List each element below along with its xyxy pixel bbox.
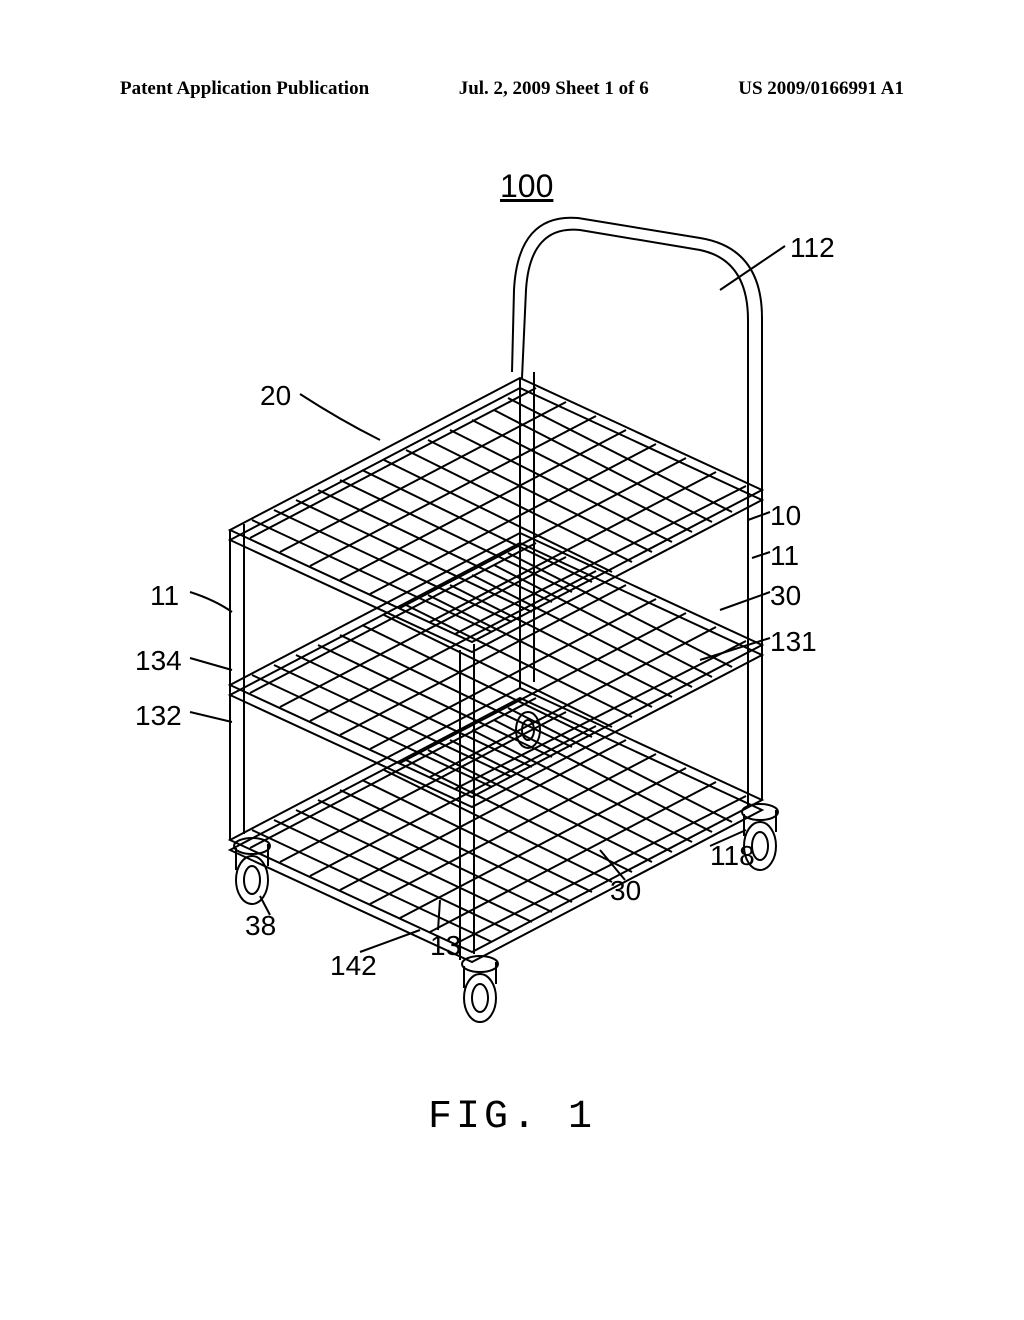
- figure-caption: FIG. 1: [0, 1095, 1024, 1140]
- label-132: 132: [135, 700, 182, 732]
- label-142: 142: [330, 950, 377, 982]
- label-131: 131: [770, 626, 817, 658]
- label-118: 118: [710, 840, 755, 872]
- caster-front-right: [462, 956, 498, 1022]
- label-10: 10: [770, 500, 801, 532]
- page-header: Patent Application Publication Jul. 2, 2…: [0, 78, 1024, 100]
- label-11l: 11: [150, 580, 179, 612]
- label-13: 13: [430, 930, 461, 962]
- label-11r: 11: [770, 540, 799, 572]
- figure-1: 100: [0, 140, 1024, 1140]
- assembly-ref: 100: [500, 168, 553, 205]
- header-right: US 2009/0166991 A1: [738, 78, 904, 100]
- header-left: Patent Application Publication: [120, 78, 369, 100]
- label-134: 134: [135, 645, 182, 677]
- label-30r: 30: [770, 580, 801, 612]
- label-38: 38: [245, 910, 276, 942]
- label-30b: 30: [610, 875, 641, 907]
- header-center: Jul. 2, 2009 Sheet 1 of 6: [459, 78, 649, 100]
- label-20: 20: [260, 380, 291, 412]
- label-112: 112: [790, 232, 835, 264]
